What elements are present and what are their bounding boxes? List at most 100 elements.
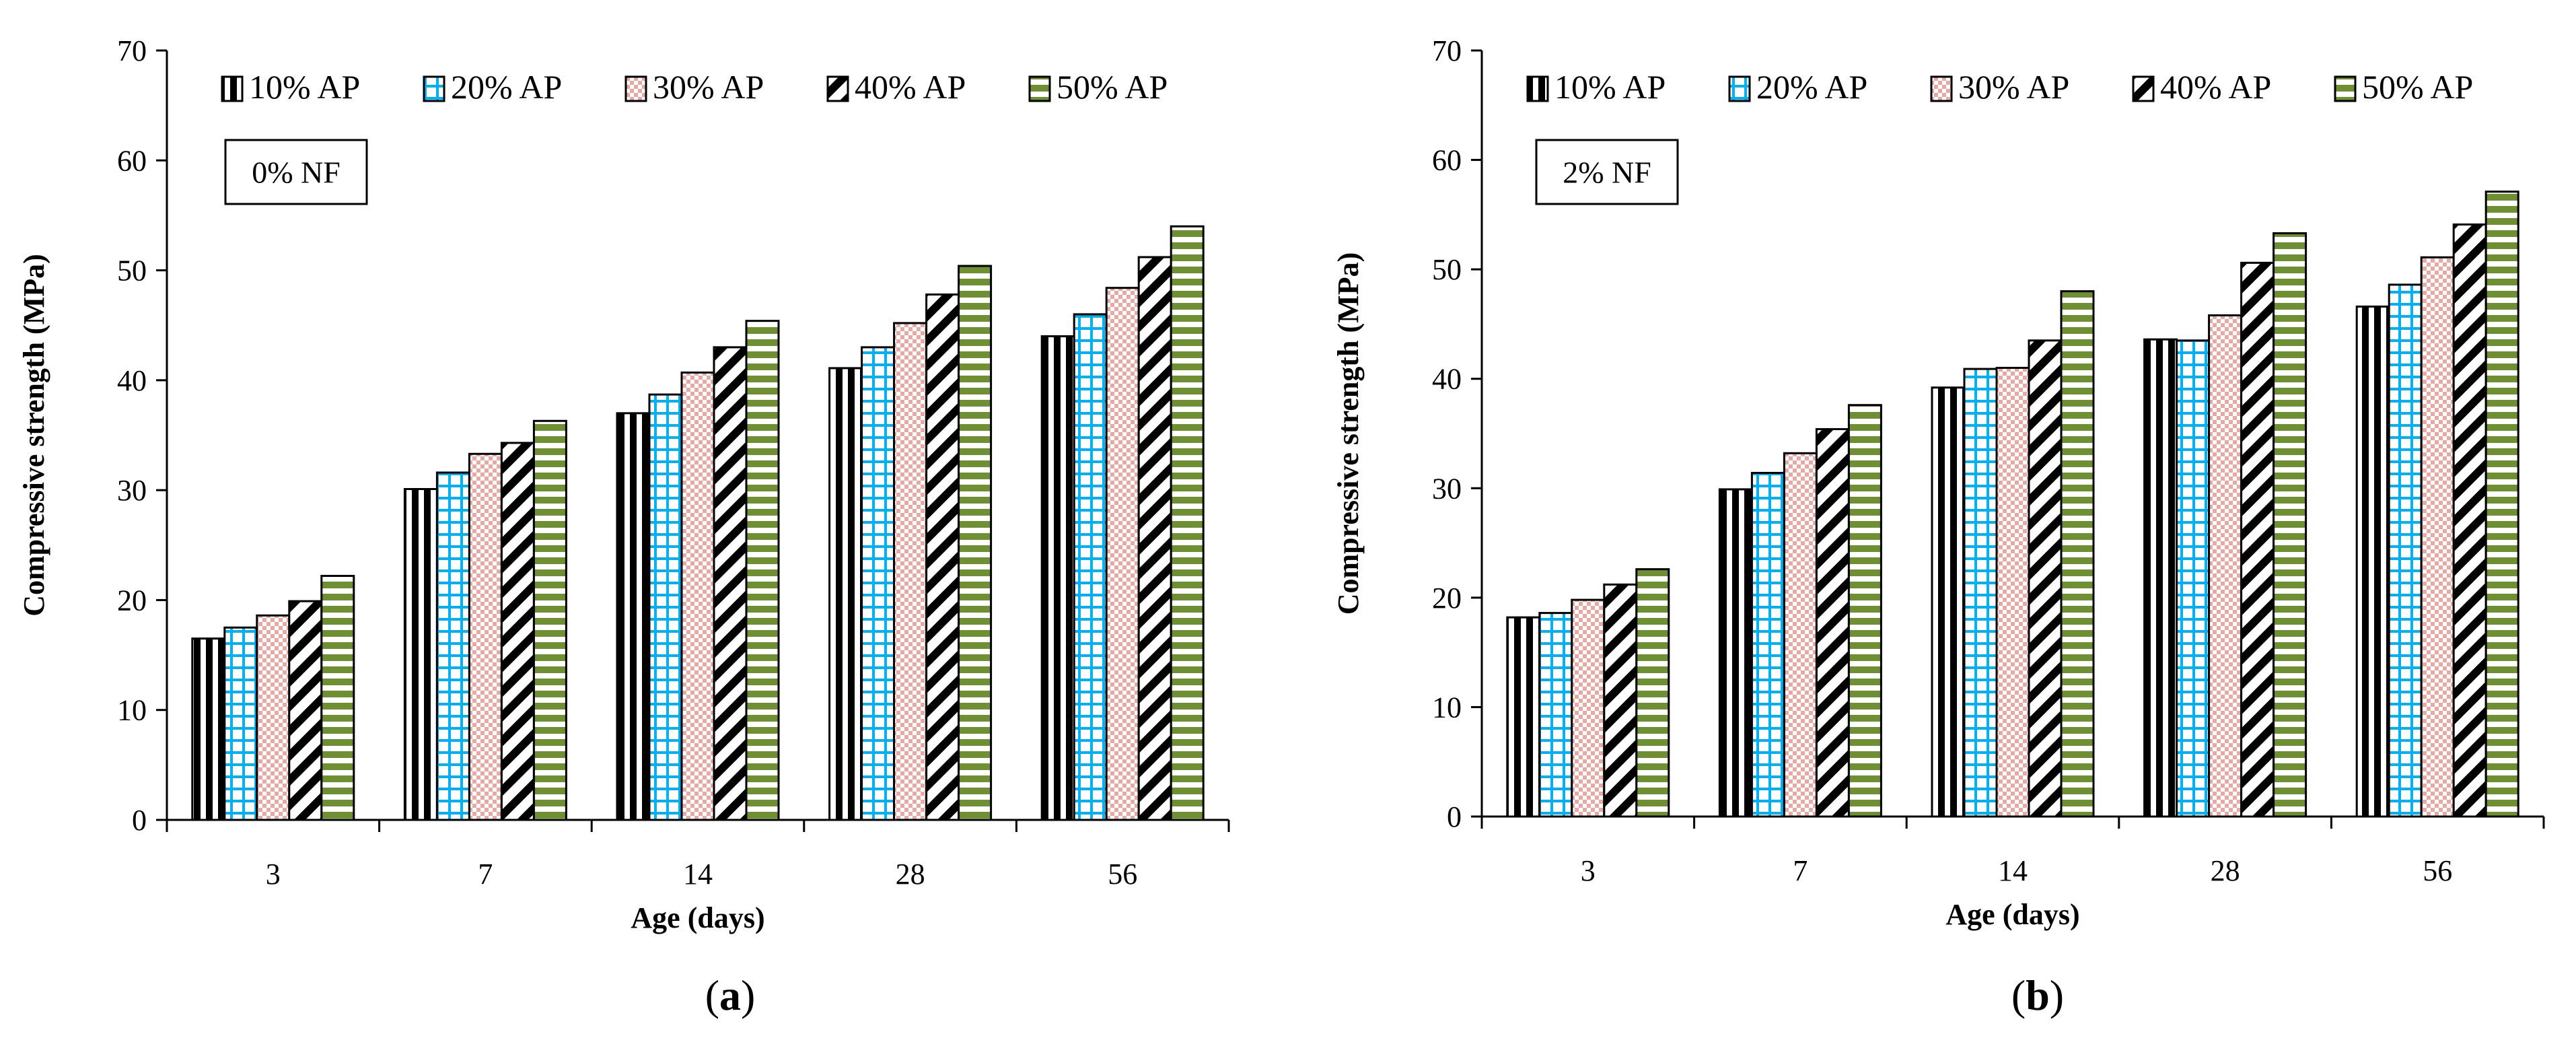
panel-caption-b: (b) [2011,971,2064,1019]
bar-a-s3-c1 [256,614,291,821]
annotation-a: 0% NF [252,155,341,190]
y-tick-label-a-2: 20 [117,584,147,617]
legend-label-b-1: 10% AP [1554,68,1666,106]
x-tick-label-b-1: 7 [1793,854,1808,887]
bar-b-s3-c3 [1995,366,2030,818]
bar-a-s3-c4 [893,322,928,821]
x-tick-label-a-4: 56 [1108,858,1137,891]
legend-label-b-4: 40% AP [2160,68,2271,106]
x-tick-label-b-4: 56 [2423,854,2452,887]
caption-letter-b: b [2026,971,2050,1019]
bar-a-s1-c4 [828,367,863,821]
bar-b-s3-c4 [2208,314,2243,818]
bar-a-s5-c2 [532,419,567,821]
legend-label-a-4: 40% AP [855,68,966,106]
legend-label-b-5: 50% AP [2362,68,2473,106]
bar-b-s1-c2 [1718,488,1753,818]
legend-swatch-a-2 [423,75,445,102]
legend-label-a-2: 20% AP [451,68,562,106]
bar-a-s2-c4 [861,346,896,821]
y-tick-label-a-3: 30 [117,474,147,507]
bar-b-s4-c2 [1815,427,1850,818]
bar-b-s2-c3 [1963,368,1998,818]
y-tick-label-a-6: 60 [117,144,147,177]
annotation-box-b [1535,139,1679,205]
bar-b-s1-c3 [1931,386,1966,818]
y-tick-label-a-0: 0 [132,804,147,837]
y-axis-label-b: Compressive strength (MPa) [1332,252,1365,615]
bar-a-s3-c2 [468,452,503,821]
bar-a-s3-c3 [680,371,715,821]
bar-a-s4-c4 [925,293,960,821]
bar-a-s4-c5 [1137,256,1172,821]
bar-b-s5-c2 [1847,404,1882,818]
legend-label-a-1: 10% AP [249,68,360,106]
bar-b-s2-c4 [2176,339,2211,818]
legend-swatch-a-1 [221,75,244,102]
bar-a-s3-c5 [1105,287,1140,821]
legend-label-b-2: 20% AP [1756,68,1867,106]
bar-b-s5-c3 [2060,290,2095,818]
bar-a-s2-c1 [223,626,258,821]
x-axis-label-b: Age (days) [1945,898,2079,931]
legend-label-b-3: 30% AP [1958,68,2069,106]
x-tick-label-a-2: 14 [683,858,713,891]
legend-label-a-3: 30% AP [653,68,764,106]
legend-swatch-b-1 [1526,75,1549,102]
y-tick-label-b-6: 60 [1432,144,1462,177]
bar-b-s3-c1 [1571,598,1606,818]
caption-letter-a: a [719,971,741,1019]
legend-swatch-a-5 [1028,75,1051,102]
bar-b-s1-c5 [2355,305,2390,818]
bar-b-s2-c1 [1538,612,1573,818]
caption-open-b: ( [2011,971,2026,1019]
bar-a-s1-c1 [191,637,226,821]
panel-caption-a: (a) [705,971,756,1019]
x-tick-label-b-0: 3 [1581,854,1596,887]
bar-a-s5-c3 [745,320,780,821]
bar-b-s1-c4 [2143,338,2178,818]
caption-close-a: ) [741,971,755,1019]
y-axis-label-a: Compressive strength (MPa) [17,254,50,617]
chart-panel-b: 0 10 20 30 40 50 60 70 3 7 14 28 56 Age (days) Compres… [1332,34,2545,1019]
y-tick-label-b-3: 30 [1432,472,1462,505]
bar-b-s4-c4 [2240,261,2275,818]
y-tick-label-b-7: 70 [1432,34,1462,67]
legend-swatch-a-3 [624,75,647,102]
bar-a-s5-c1 [320,575,355,821]
bar-a-s4-c3 [713,346,748,821]
bar-b-s2-c2 [1750,472,1785,818]
legend-swatch-b-3 [1930,75,1953,102]
y-tick-label-a-1: 10 [117,694,147,727]
y-tick-label-b-0: 0 [1447,800,1462,833]
annotation-b: 2% NF [1563,155,1651,190]
bar-a-s4-c2 [500,442,535,821]
bar-b-s3-c2 [1783,452,1818,818]
legend-swatch-b-4 [2132,75,2155,102]
y-tick-label-a-4: 40 [117,364,147,397]
y-tick-label-b-5: 50 [1432,253,1462,286]
bar-b-s4-c1 [1603,583,1638,818]
legend-swatch-a-4 [826,75,849,102]
y-tick-label-b-1: 10 [1432,691,1462,724]
chart-panel-a: 0 10 20 30 40 50 60 70 3 7 14 28 56 Age (days) Compres… [17,34,1230,1019]
bar-b-s2-c5 [2388,283,2423,818]
bar-a-s5-c4 [958,265,993,821]
x-axis-label-a: Age (days) [631,901,764,934]
bar-b-s5-c1 [1635,568,1670,818]
legend-swatch-b-5 [2334,75,2357,102]
x-tick-label-b-2: 14 [1998,854,2028,887]
bar-b-s1-c1 [1506,616,1541,818]
bar-a-s2-c2 [435,471,470,821]
y-tick-label-b-2: 20 [1432,582,1462,615]
legend-label-a-5: 50% AP [1057,68,1168,106]
legend-swatch-b-2 [1728,75,1751,102]
caption-open-a: ( [705,971,719,1019]
bar-b-s5-c5 [2484,191,2519,818]
bar-b-s4-c3 [2028,339,2063,818]
x-tick-label-a-0: 3 [266,858,281,891]
bar-b-s3-c5 [2420,256,2455,818]
annotation-box-a [224,139,368,205]
x-tick-label-a-3: 28 [896,858,925,891]
